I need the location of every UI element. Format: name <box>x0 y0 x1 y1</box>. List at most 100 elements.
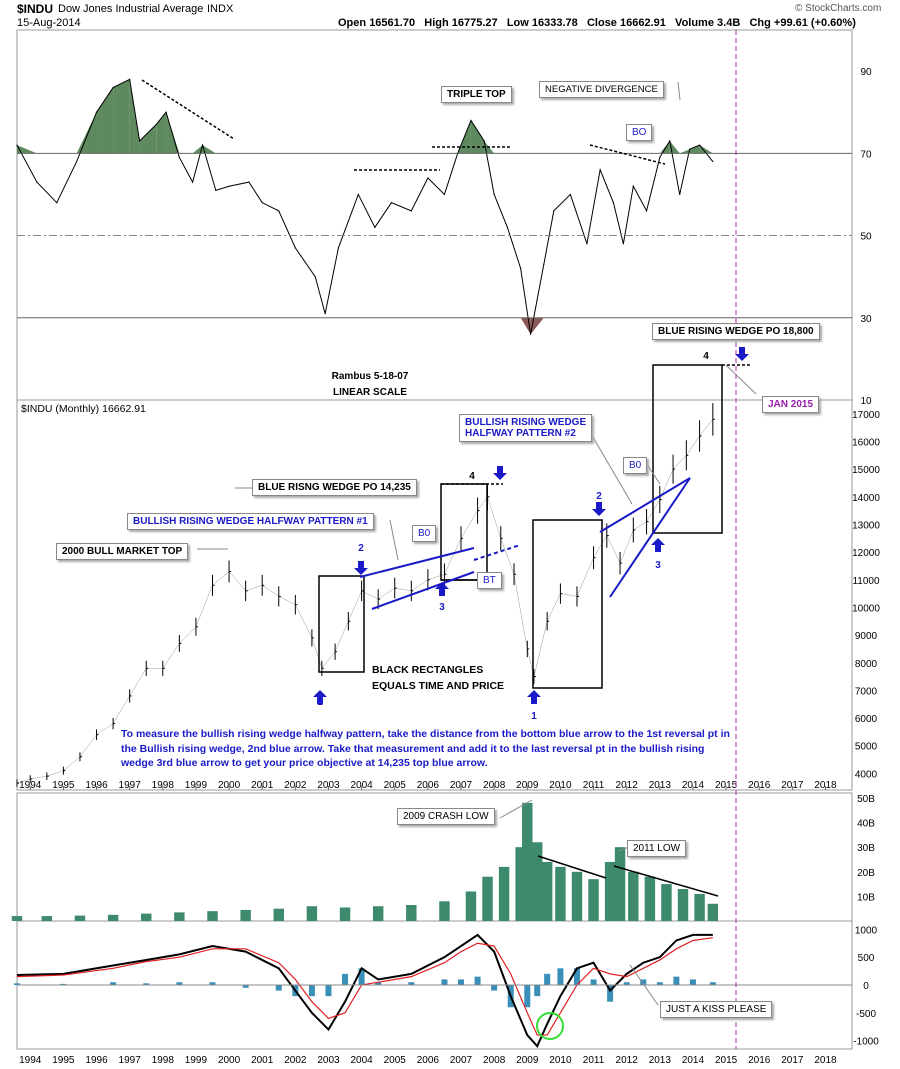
volume-bar <box>522 802 533 921</box>
price-x-tick-label: 2012 <box>616 780 639 791</box>
price-x-tick-label: 2004 <box>350 780 373 791</box>
price-x-tick-label: 2015 <box>715 780 738 791</box>
rsi-overbought-fill <box>659 141 670 154</box>
rsi-point <box>165 111 167 113</box>
price-tick-label: 12000 <box>852 548 880 559</box>
volume-bar <box>644 876 656 921</box>
rsi-point <box>129 78 131 80</box>
price-x-tick-label: 2008 <box>483 780 506 791</box>
arrow-down-icon <box>735 347 749 361</box>
macd-x-tick-label: 2000 <box>218 1055 241 1066</box>
volume-bar <box>694 893 705 921</box>
b0-label-2: B0 <box>623 457 648 474</box>
volume-bar <box>107 914 119 921</box>
macd-x-tick-label: 2013 <box>649 1055 672 1066</box>
symbol: $INDU <box>17 2 54 16</box>
rsi-point <box>529 333 532 335</box>
price-x-tick-label: 2017 <box>781 780 804 791</box>
volume-trendline-2 <box>613 865 719 897</box>
macd-x-tick-label: 2018 <box>814 1055 837 1066</box>
volume-bar <box>498 866 510 921</box>
volume-bar <box>677 889 689 921</box>
price-x-tick-label: 2016 <box>748 780 771 791</box>
rsi-point <box>178 156 180 159</box>
price-x-tick-label: 1999 <box>185 780 208 791</box>
macd-histogram-bar <box>209 982 216 985</box>
crash-low-label: 2009 CRASH LOW <box>397 808 495 825</box>
volume-series <box>11 802 719 921</box>
price-x-tick-label: 2018 <box>814 780 837 791</box>
volume-bar <box>339 907 351 921</box>
rsi-point <box>712 160 714 163</box>
macd-histogram-bar <box>491 985 498 991</box>
rsi-point <box>248 181 250 183</box>
macd-x-tick-label: 1995 <box>52 1055 75 1066</box>
volume-bar <box>628 871 639 921</box>
rsi-point <box>612 202 615 204</box>
rsi-overbought-fill <box>192 145 203 154</box>
volume-bar <box>174 912 185 921</box>
volume-bar <box>273 908 284 921</box>
macd-histogram-bar <box>375 982 382 985</box>
rsi-bo-label: BO <box>626 124 653 141</box>
kiss-label: JUST A KISS PLEASE <box>660 1001 773 1018</box>
price-tick-label: 14000 <box>852 493 880 504</box>
macd-crossover-circle <box>536 1012 564 1040</box>
price-tick-label: 11000 <box>852 576 880 587</box>
macd-x-tick-label: 2015 <box>715 1055 738 1066</box>
macd-x-tick-label: 2016 <box>748 1055 771 1066</box>
macd-histogram-bar <box>458 979 465 985</box>
price-x-tick-label: 2005 <box>384 780 407 791</box>
rsi-point <box>261 202 263 204</box>
volume-bar <box>707 903 719 921</box>
rsi-point <box>278 210 280 212</box>
price-tick-label: 5000 <box>855 742 878 753</box>
macd-x-tick-label: 1994 <box>19 1055 42 1066</box>
volume-trendline-1 <box>537 855 607 879</box>
volume-bar <box>41 916 53 921</box>
scale-label: LINEAR SCALE <box>333 387 407 398</box>
macd-histogram-bar <box>623 982 630 985</box>
rsi-point <box>138 140 141 142</box>
macd-tick-label: -1000 <box>853 1037 879 1048</box>
price-x-tick-label: 1996 <box>85 780 108 791</box>
macd-histogram-bar <box>656 982 663 985</box>
macd-x-tick-label: 2004 <box>350 1055 373 1066</box>
num-2-label: 2 <box>358 543 364 554</box>
num-4-label: 4 <box>703 351 709 362</box>
arrow-up-icon <box>435 582 449 596</box>
rsi-point <box>16 144 18 146</box>
rsi-point <box>520 267 522 270</box>
rsi-point <box>689 148 691 150</box>
rsi-point <box>36 181 38 183</box>
po-18800-label: BLUE RISING WEDGE PO 18,800 <box>652 323 820 340</box>
jan-2015-label: JAN 2015 <box>762 396 820 413</box>
macd-histogram-bar <box>534 985 541 997</box>
volume-bar <box>141 913 152 921</box>
bt-label: BT <box>477 572 502 589</box>
macd-histogram-bar <box>607 985 614 1002</box>
volume-bar <box>465 891 477 921</box>
price-x-tick-label: 2011 <box>583 780 605 791</box>
num-3-label-2: 3 <box>655 560 661 571</box>
rsi-point <box>215 189 217 191</box>
volume-bar <box>614 847 626 921</box>
volume-bar <box>406 905 417 921</box>
rsi-point <box>470 119 472 122</box>
price-x-tick-label: 1995 <box>52 780 75 791</box>
volume-tick-label: 40B <box>857 819 875 830</box>
macd-histogram-bar <box>557 968 564 985</box>
rsi-point <box>569 193 571 196</box>
price-tick-label: 15000 <box>852 465 880 476</box>
price-legend: $INDU (Monthly) 16662.91 <box>21 403 146 415</box>
rsi-point <box>483 140 485 142</box>
macd-histogram-bar <box>143 983 150 985</box>
macd-x-tick-label: 2007 <box>450 1055 473 1066</box>
rsi-overbought-fill <box>96 87 114 154</box>
macd-x-tick-label: 2008 <box>483 1055 506 1066</box>
wedge1-lower <box>371 571 475 610</box>
volume-bar <box>588 879 599 921</box>
macd-histogram-bar <box>673 976 680 985</box>
macd-histogram-bar <box>176 982 183 985</box>
volume-tick-label: 20B <box>857 868 875 879</box>
